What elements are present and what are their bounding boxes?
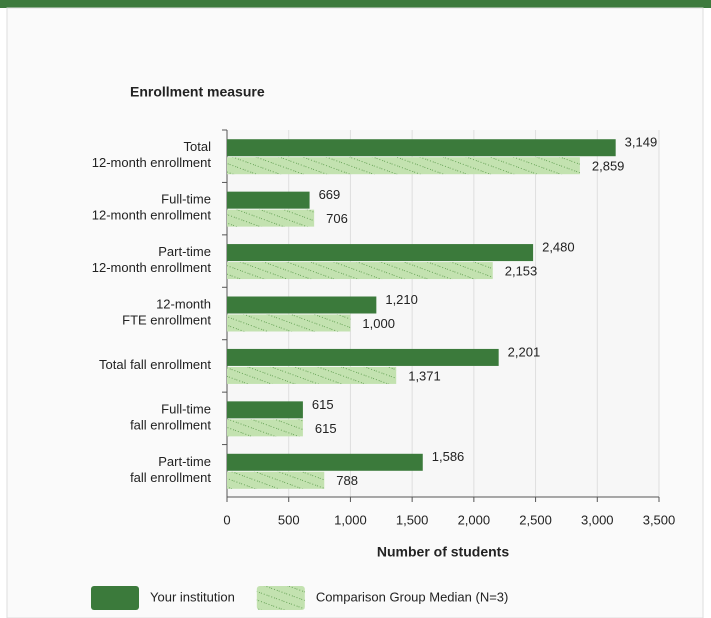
legend-label: Your institution	[150, 589, 235, 604]
value-label: 2,480	[542, 240, 575, 255]
y-tick-label: Part-time 12-month enrollment	[92, 245, 212, 276]
bar	[227, 157, 580, 175]
y-tick-label: Full-time 12-month enrollment	[92, 192, 212, 223]
y-tick-label: 12-month FTE enrollment	[122, 297, 211, 328]
bar	[227, 139, 616, 157]
y-tick-line: Total	[184, 140, 212, 155]
y-tick-line: Part-time	[158, 454, 211, 469]
legend-swatch	[91, 586, 139, 610]
y-tick-line: Part-time	[158, 245, 211, 260]
bar	[227, 262, 493, 280]
value-label: 2,153	[505, 264, 538, 279]
x-axis-label: Number of students	[377, 544, 509, 560]
y-tick-line: Full-time	[161, 402, 211, 417]
bar	[227, 401, 303, 419]
legend-label: Comparison Group Median (N=3)	[316, 589, 509, 604]
value-label: 2,201	[508, 344, 541, 359]
y-tick-label: Total fall enrollment	[99, 357, 211, 372]
bar	[227, 209, 315, 227]
y-tick-line: fall enrollment	[130, 418, 211, 433]
value-label: 1,000	[362, 316, 395, 331]
value-label: 2,859	[592, 159, 625, 174]
x-tick-label: 3,000	[581, 512, 614, 527]
x-tick-label: 500	[278, 512, 300, 527]
x-tick-label: 2,500	[519, 512, 552, 527]
value-label: 615	[315, 421, 337, 436]
chart-title: Enrollment measure	[130, 84, 265, 100]
y-tick-line: 12-month enrollment	[92, 208, 212, 223]
bar	[227, 419, 303, 437]
legend-swatch	[256, 586, 305, 610]
value-label: 1,586	[432, 449, 465, 464]
value-label: 1,210	[385, 292, 418, 307]
top-bar	[0, 0, 711, 8]
value-label: 615	[312, 397, 334, 412]
y-tick-line: fall enrollment	[130, 470, 211, 485]
bar	[227, 453, 423, 471]
y-tick-line: 12-month enrollment	[92, 156, 212, 171]
bar	[227, 348, 499, 366]
y-tick-line: 12-month	[156, 297, 211, 312]
value-label: 669	[319, 187, 341, 202]
bar	[227, 191, 310, 209]
bar	[227, 471, 325, 489]
x-tick-label: 3,500	[643, 512, 676, 527]
x-tick-label: 1,500	[396, 512, 429, 527]
y-tick-label: Part-time fall enrollment	[130, 454, 211, 485]
y-tick-line: Full-time	[161, 192, 211, 207]
value-label: 3,149	[625, 135, 658, 150]
y-tick-line: FTE enrollment	[122, 313, 211, 328]
bar	[227, 296, 377, 314]
bar	[227, 244, 534, 262]
y-tick-line: Total fall enrollment	[99, 357, 211, 372]
y-tick-label: Full-time fall enrollment	[130, 402, 211, 433]
value-label: 1,371	[408, 368, 441, 383]
y-tick-label: Total 12-month enrollment	[92, 140, 212, 171]
x-tick-label: 1,000	[334, 512, 367, 527]
value-label: 706	[326, 211, 348, 226]
value-label: 788	[336, 473, 358, 488]
y-tick-line: 12-month enrollment	[92, 261, 212, 276]
bar	[227, 314, 351, 332]
x-tick-label: 2,000	[458, 512, 491, 527]
x-tick-label: 0	[223, 512, 230, 527]
bar	[227, 366, 397, 384]
